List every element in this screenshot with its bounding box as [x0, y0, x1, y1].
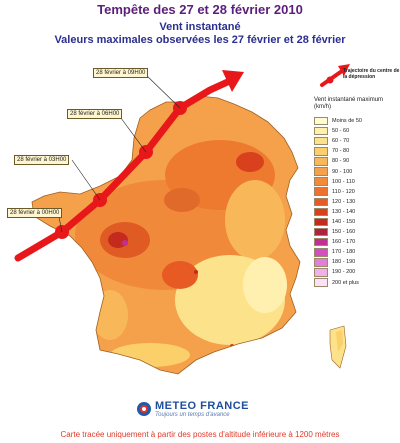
legend-swatch	[314, 157, 328, 166]
legend-swatch	[314, 126, 328, 136]
trajectory-label-09h: 28 février à 09H00	[93, 68, 149, 78]
france-outline	[31, 95, 301, 375]
legend-swatch	[314, 167, 328, 176]
footer-note: Carte tracée uniquement à partir des pos…	[60, 430, 340, 439]
zone-paris-basin	[164, 188, 200, 212]
legend-row: 160 - 170	[314, 237, 362, 247]
legend-label: 190 - 200	[332, 269, 356, 276]
legend-row: 130 - 140	[314, 207, 362, 217]
legend-row: 60 - 70	[314, 136, 362, 146]
legend-row: 170 - 180	[314, 247, 362, 257]
legend-swatch	[314, 116, 328, 126]
zone-high-alps	[243, 257, 287, 313]
legend-label: 90 - 100	[332, 168, 353, 175]
meteo-france-emblem-icon	[137, 402, 151, 416]
legend-swatch	[314, 258, 328, 267]
leader-09h	[143, 72, 181, 109]
meteo-france-logo: METEO FRANCE Toujours un temps d'avance	[137, 400, 249, 418]
legend-row: 70 - 80	[314, 146, 362, 156]
legend-row: 200 et plus	[314, 278, 362, 288]
map-title: Tempête des 27 et 28 février 2010	[97, 2, 303, 17]
legend-row: 50 - 60	[314, 126, 362, 136]
peak-ile-de-re	[122, 240, 128, 246]
legend-swatch	[314, 237, 328, 247]
legend-swatch	[314, 147, 328, 156]
legend-row: 120 - 130	[314, 197, 362, 207]
legend-row: 90 - 100	[314, 166, 362, 176]
leader-03h	[71, 159, 101, 201]
legend-label: 110 - 120	[332, 188, 355, 195]
legend-row: Moins de 50	[314, 116, 362, 126]
legend-label: 150 - 160	[332, 229, 356, 236]
wind-legend: Moins de 50 50 - 60 60 - 70 70 - 80 80 - 90 9…	[314, 116, 362, 288]
legend-swatch	[314, 177, 328, 186]
trajectory-label-06h: 28 février à 06H00	[67, 109, 123, 119]
storm-trajectory	[14, 70, 244, 262]
legend-swatch	[314, 268, 328, 277]
legend-swatch	[314, 278, 328, 287]
legend-label: 160 - 170	[332, 239, 356, 246]
legend-row: 80 - 90	[314, 156, 362, 166]
legend-label: 70 - 80	[332, 148, 350, 155]
map-subtitle: Vent instantané	[159, 21, 241, 33]
leader-06h	[117, 113, 147, 153]
legend-row: 110 - 120	[314, 187, 362, 197]
trajectory-label-00h: 28 février à 00H00	[7, 208, 63, 218]
legend-label: 80 - 90	[332, 158, 350, 165]
logo-name: METEO FRANCE	[155, 400, 249, 412]
legend-swatch	[314, 217, 328, 227]
legend-label: 50 - 60	[332, 128, 350, 135]
zone-aquitaine	[92, 290, 128, 340]
legend-label: 130 - 140	[332, 208, 356, 215]
zone-massif-central	[162, 261, 198, 289]
legend-title: Vent instantané maximum (km/h)	[314, 97, 384, 110]
trajectory-legend-label: Trajectoire du centre de la dépression	[343, 68, 400, 80]
corsica-north	[336, 330, 343, 352]
legend-label: 200 et plus	[332, 279, 359, 286]
zone-east	[225, 180, 285, 260]
trajectory-arrowhead	[222, 70, 244, 92]
map-subtitle-dates: Valeurs maximales observées les 27 févri…	[54, 34, 346, 46]
wind-map	[14, 64, 350, 375]
legend-row: 150 - 160	[314, 227, 362, 237]
legend-row: 180 - 190	[314, 257, 362, 267]
legend-label: Moins de 50	[332, 118, 362, 125]
logo-tagline: Toujours un temps d'avance	[155, 412, 230, 418]
legend-label: 60 - 70	[332, 138, 350, 145]
legend-swatch	[314, 207, 328, 217]
legend-label: 100 - 110	[332, 178, 355, 185]
peak-vosges	[289, 199, 295, 205]
trajectory-legend-symbol	[320, 64, 350, 87]
zone-ardennes	[236, 152, 264, 172]
legend-label: 140 - 150	[332, 218, 356, 225]
trajectory-label-03h: 28 février à 03H00	[14, 155, 70, 165]
legend-label: 170 - 180	[332, 249, 356, 256]
legend-swatch	[314, 187, 328, 196]
legend-row: 190 - 200	[314, 267, 362, 277]
legend-swatch	[314, 136, 328, 146]
legend-label: 120 - 130	[332, 198, 356, 205]
legend-row: 100 - 110	[314, 177, 362, 187]
legend-swatch	[314, 197, 328, 207]
legend-row: 140 - 150	[314, 217, 362, 227]
peak-puy	[194, 270, 198, 274]
legend-label: 180 - 190	[332, 259, 356, 266]
legend-swatch	[314, 227, 328, 237]
legend-swatch	[314, 248, 328, 257]
